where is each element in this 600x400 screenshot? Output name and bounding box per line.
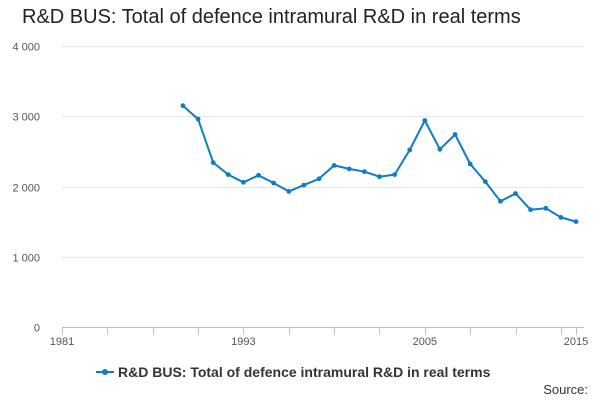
series-group (180, 103, 579, 225)
data-point (362, 169, 367, 175)
data-point (225, 172, 231, 178)
data-point (558, 215, 564, 220)
y-axis-labels: 0 1 000 2 000 3 000 4 000 (12, 42, 40, 335)
legend-line-marker-icon (96, 367, 114, 377)
data-point (513, 191, 518, 196)
y-tick-label: 0 (34, 323, 40, 335)
data-point (498, 198, 503, 204)
x-axis-labels: 1981 1993 2005 2015 (50, 336, 588, 348)
data-point (301, 182, 307, 188)
data-point (437, 146, 443, 152)
y-tick-label: 2 000 (12, 183, 40, 195)
source-label: Source: (543, 382, 588, 397)
y-tick-label: 4 000 (12, 42, 40, 54)
x-tick-label: 1981 (50, 336, 74, 348)
data-point (377, 174, 382, 180)
data-point (271, 180, 276, 186)
data-point (528, 207, 533, 213)
data-point (452, 132, 458, 137)
series-line (182, 104, 577, 223)
legend[interactable]: R&D BUS: Total of defence intramural R&D… (96, 364, 490, 380)
chart-title: R&D BUS: Total of defence intramural R&D… (22, 6, 521, 28)
x-tick-label: 2005 (413, 336, 437, 348)
y-tick-label: 3 000 (12, 112, 40, 124)
data-point (286, 189, 292, 194)
data-point (195, 116, 201, 122)
data-point (482, 179, 488, 185)
data-point (467, 161, 473, 167)
data-point (407, 147, 413, 153)
gridlines (62, 46, 584, 258)
data-point (331, 163, 337, 168)
data-point (543, 205, 549, 211)
x-tick-label: 1993 (231, 336, 255, 348)
x-axis (62, 327, 584, 335)
data-point (256, 172, 261, 178)
x-tick-label: 2015 (564, 336, 588, 348)
data-point (241, 179, 246, 185)
data-point (422, 118, 428, 123)
data-point (346, 166, 352, 172)
data-point (573, 219, 579, 225)
legend-label: R&D BUS: Total of defence intramural R&D… (118, 364, 491, 380)
data-point (392, 172, 397, 178)
data-point (180, 103, 186, 109)
data-point (210, 160, 216, 166)
y-tick-label: 1 000 (12, 253, 40, 265)
data-point (316, 176, 322, 182)
